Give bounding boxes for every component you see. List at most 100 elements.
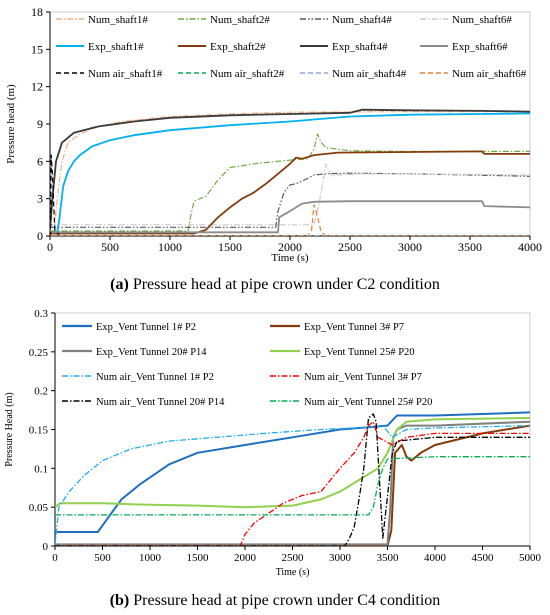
legend-label: Num_shaft2# <box>210 14 270 26</box>
y-tick-label: 0.3 <box>34 308 48 320</box>
legend-label: Exp_Vent Tunnel 20# P14 <box>96 347 207 358</box>
y-tick-label: 15 <box>31 42 43 56</box>
x-tick-label: 3000 <box>329 552 352 564</box>
y-tick-label: 0.25 <box>29 347 49 359</box>
chart-a: 0 500 1000 1500 2000 2500 3000 3500 4000 0 3 6 9 12 15… <box>5 5 542 264</box>
legend-label: Exp_shaft1# <box>88 41 144 53</box>
chart-b: 0 500 1000 1500 2000 2500 3000 3500 4000 4500 5000… <box>4 308 542 578</box>
legend-label: Num air_shaft4# <box>332 68 407 80</box>
legend-item: Exp_shaft6# <box>420 41 508 53</box>
y-tick-label: 3 <box>37 192 43 206</box>
x-tick-label: 500 <box>101 240 119 254</box>
y-tick-label: 18 <box>31 5 43 19</box>
legend-item: Num_shaft4# <box>300 14 392 26</box>
x-tick-label: 4000 <box>518 240 542 254</box>
y-tick-label: 0.15 <box>29 425 49 437</box>
series-line-6 <box>55 421 530 546</box>
legend-item: Num_shaft6# <box>420 14 512 26</box>
legend-item: Num air_Vent Tunnel 3# P7 <box>270 372 422 383</box>
series-line-1 <box>50 111 530 236</box>
x-tick-label: 2000 <box>278 240 302 254</box>
x-tick-label: 0 <box>52 552 58 564</box>
legend-item: Num_shaft2# <box>178 14 270 26</box>
y-tick-label: 9 <box>37 117 43 131</box>
y-tick-label: 6 <box>37 154 43 168</box>
legend-label: Exp_shaft4# <box>332 41 388 53</box>
series-line-7 <box>55 413 530 546</box>
x-tick-label: 5000 <box>519 552 542 564</box>
x-tick-label: 3000 <box>398 240 422 254</box>
legend-item: Num air_shaft1# <box>56 68 163 80</box>
x-tick-label: 1500 <box>218 240 242 254</box>
series-line-1 <box>55 411 530 533</box>
series-line-5 <box>50 112 530 234</box>
x-tick-label: 2000 <box>234 552 257 564</box>
x-tick-label: 3500 <box>377 552 400 564</box>
legend-item: Num air_Vent Tunnel 1# P2 <box>62 372 214 383</box>
legend-label: Exp_shaft2# <box>210 41 266 53</box>
legend-item: Num air_shaft6# <box>420 68 527 80</box>
legend-item: Num air_shaft4# <box>300 68 407 80</box>
legend-label: Num air_shaft6# <box>452 68 527 80</box>
x-axis-label: Time (s) <box>276 567 310 578</box>
caption-a-label: (a) <box>110 276 129 293</box>
legend-label: Exp_shaft6# <box>452 41 508 53</box>
series-line-12 <box>50 204 530 236</box>
series-line-4 <box>50 163 530 226</box>
legend-label: Num air_shaft2# <box>210 68 285 80</box>
y-axis-label: Pressure Head (m) <box>4 392 15 466</box>
legend-item: Exp_Vent Tunnel 1# P2 <box>62 322 196 333</box>
y-tick-label: 0 <box>43 541 49 553</box>
caption-b: (b) Pressure head at pipe crown under C4… <box>0 592 550 610</box>
legend-label: Num_shaft6# <box>452 14 512 26</box>
legend-label: Exp_Vent Tunnel 3# P7 <box>304 322 404 333</box>
x-tick-label: 4500 <box>472 552 495 564</box>
x-tick-label: 2500 <box>282 552 305 564</box>
y-tick-label: 0.05 <box>29 502 49 514</box>
legend-item: Num_shaft1# <box>56 14 148 26</box>
series-line-6 <box>50 150 530 235</box>
y-tick-label: 0.2 <box>34 386 48 398</box>
legend-item: Exp_shaft1# <box>56 41 144 53</box>
series-line-5 <box>55 424 530 546</box>
legend-label: Num air_shaft1# <box>88 68 163 80</box>
series-line-3 <box>50 172 530 228</box>
x-tick-label: 2500 <box>338 240 362 254</box>
x-tick-label: 500 <box>94 552 111 564</box>
legend-item: Exp_shaft4# <box>300 41 388 53</box>
legend-item: Exp_Vent Tunnel 20# P14 <box>62 347 207 358</box>
legend-label: Num air_Vent Tunnel 20# P14 <box>96 397 225 408</box>
legend-label: Num_shaft4# <box>332 14 392 26</box>
caption-b-text: Pressure head at pipe crown under C4 con… <box>133 592 441 609</box>
series-line-2 <box>55 424 530 546</box>
caption-a: (a) Pressure head at pipe crown under C2… <box>0 276 550 294</box>
legend-label: Num air_Vent Tunnel 1# P2 <box>96 372 214 383</box>
legend-label: Num air_Vent Tunnel 3# P7 <box>304 372 422 383</box>
series-line-9 <box>50 154 530 236</box>
series-line-2 <box>50 133 530 232</box>
x-tick-label: 1000 <box>139 552 162 564</box>
legend-item: Exp_Vent Tunnel 3# P7 <box>270 322 404 333</box>
legend-label: Exp_Vent Tunnel 1# P2 <box>96 322 196 333</box>
x-tick-label: 1500 <box>187 552 210 564</box>
y-axis-label: Pressure head (m) <box>5 84 17 164</box>
series-line-4 <box>55 416 530 509</box>
legend-label: Num_shaft1# <box>88 14 148 26</box>
legend-item: Exp_shaft2# <box>178 41 266 53</box>
y-tick-label: 0.1 <box>34 463 48 475</box>
legend-item: Num air_Vent Tunnel 20# P14 <box>62 397 225 408</box>
x-tick-label: 4000 <box>424 552 447 564</box>
series-line-8 <box>50 200 530 234</box>
legend-label: Exp_Vent Tunnel 25# P20 <box>304 347 415 358</box>
caption-b-label: (b) <box>109 592 130 609</box>
x-axis-label: Time (s) <box>271 252 309 264</box>
legend-item: Num air_shaft2# <box>178 68 285 80</box>
caption-a-text: Pressure head at pipe crown under C2 con… <box>132 276 440 293</box>
x-tick-label: 1000 <box>158 240 182 254</box>
legend-item: Num air_Vent Tunnel 25# P20 <box>270 397 432 408</box>
x-tick-label: 0 <box>47 240 53 254</box>
legend-item: Exp_Vent Tunnel 25# P20 <box>270 347 415 358</box>
x-tick-label: 3500 <box>458 240 482 254</box>
series-line-7 <box>50 108 530 230</box>
